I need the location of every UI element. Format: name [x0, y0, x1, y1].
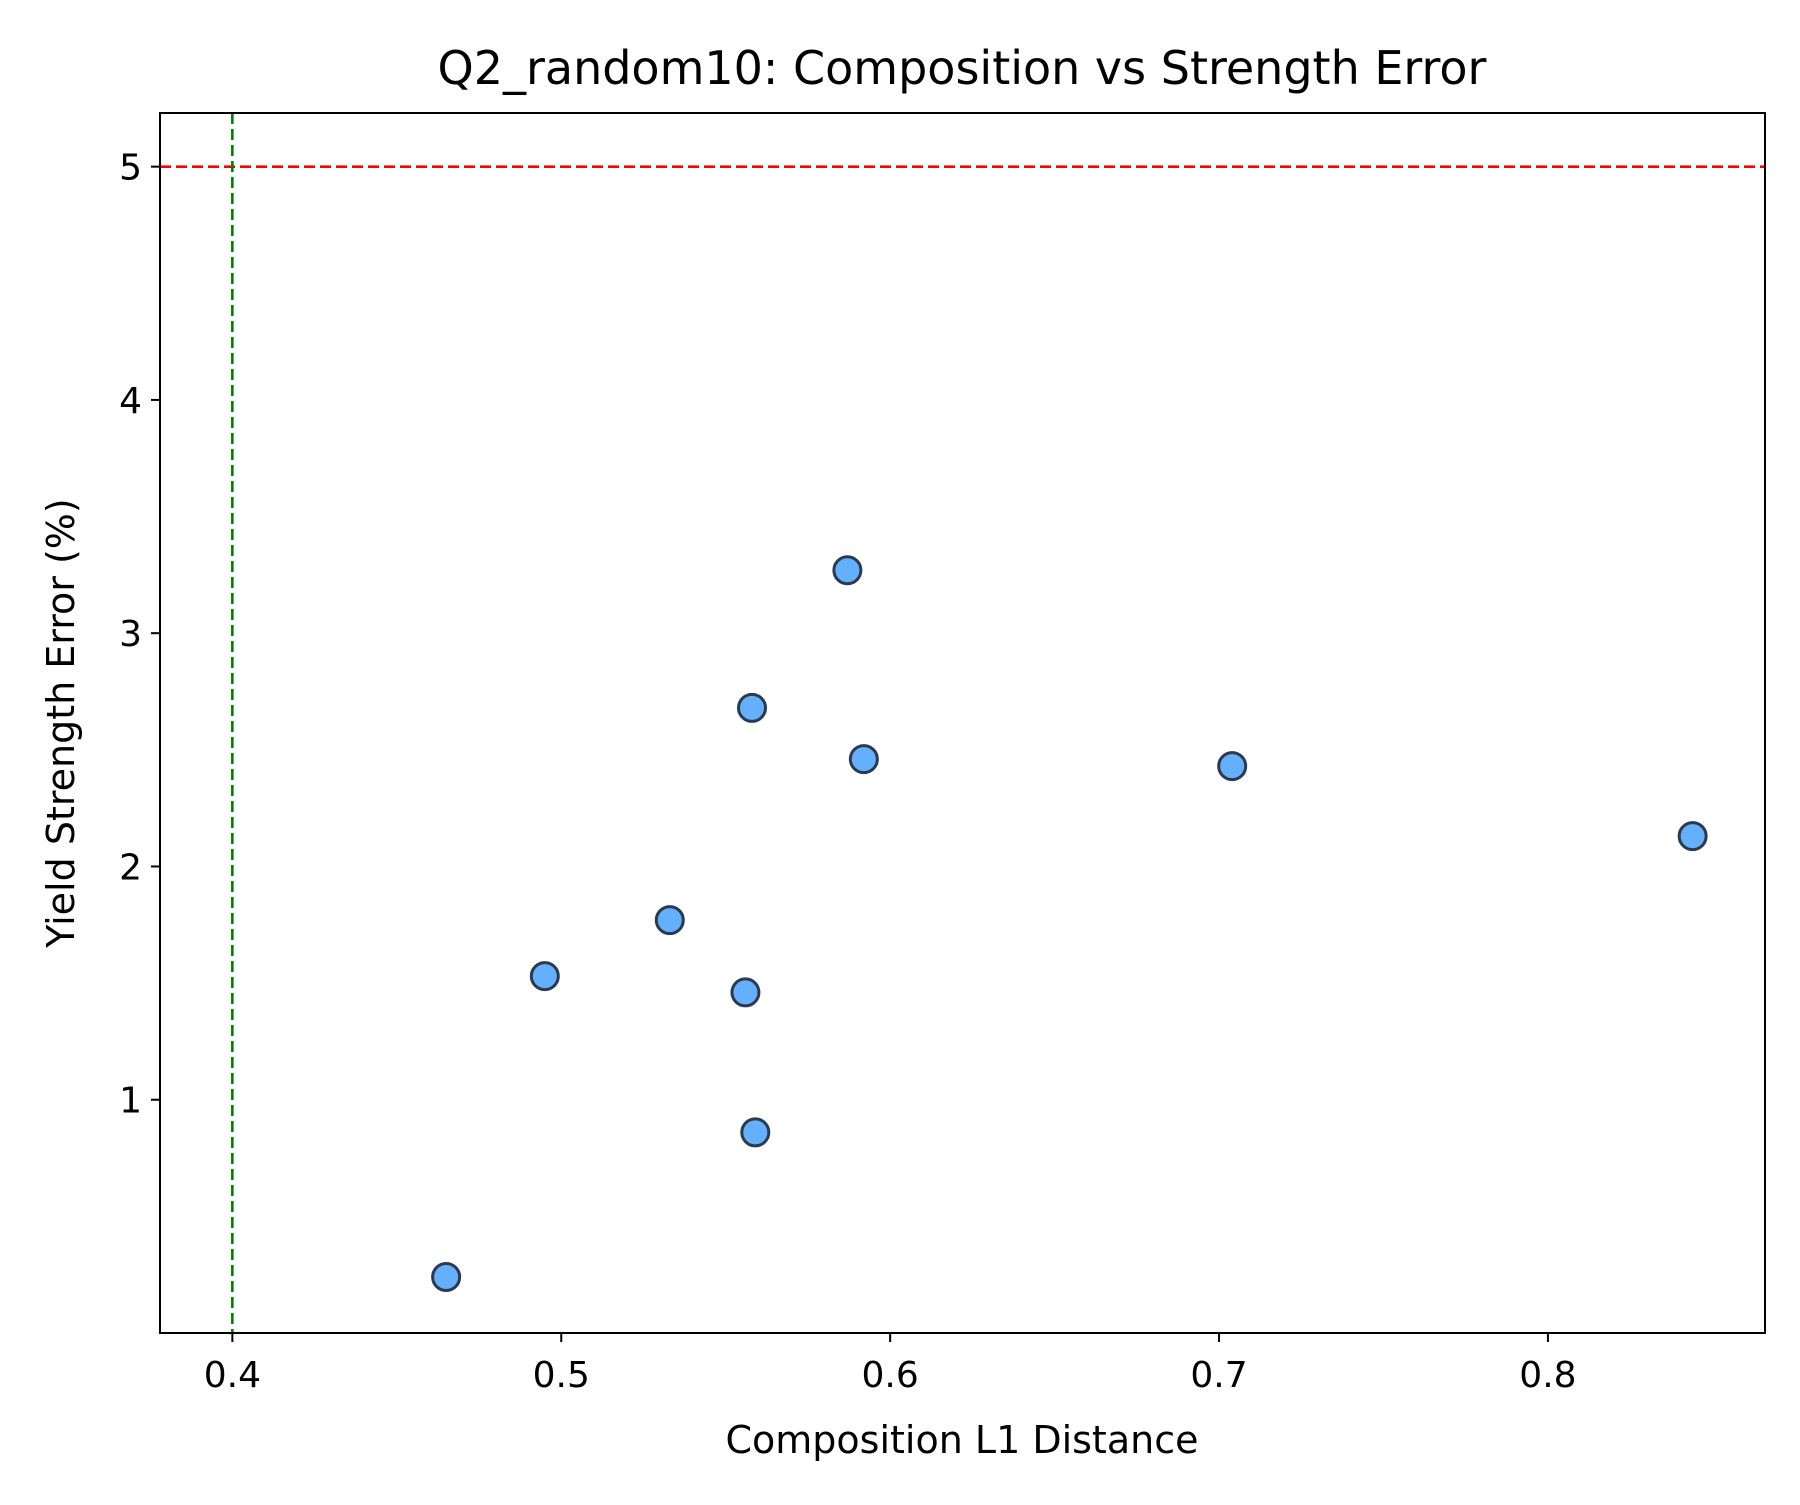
y-tick-label: 1	[119, 1081, 142, 1122]
scatter-point	[1677, 821, 1708, 852]
y-axis-ticks: 1 2 3 4 5	[119, 148, 160, 1122]
plot-area	[160, 113, 1765, 1333]
scatter-point	[832, 555, 863, 586]
y-tick-label: 2	[119, 847, 142, 888]
x-tick-label: 0.6	[862, 1355, 919, 1396]
y-tick-label: 4	[119, 381, 142, 422]
x-tick-label: 0.7	[1190, 1355, 1247, 1396]
x-axis-label: Composition L1 Distance	[726, 1418, 1199, 1462]
x-tick-label: 0.4	[204, 1355, 261, 1396]
scatter-point	[730, 977, 761, 1008]
chart-title: Q2_random10: Composition vs Strength Err…	[438, 41, 1487, 95]
scatter-point	[431, 1262, 462, 1293]
scatter-point	[737, 692, 768, 723]
scatter-point	[740, 1117, 771, 1148]
y-tick-label: 5	[119, 148, 142, 189]
x-axis-ticks: 0.4 0.5 0.6 0.7 0.8	[204, 1333, 1577, 1396]
x-tick-label: 0.8	[1519, 1355, 1576, 1396]
y-tick-label: 3	[119, 614, 142, 655]
scatter-point	[848, 744, 879, 775]
y-axis-label: Yield Strength Error (%)	[39, 498, 83, 948]
scatter-point	[1217, 751, 1248, 782]
plot-frame	[159, 112, 1766, 1334]
x-tick-label: 0.5	[533, 1355, 590, 1396]
scatter-point	[529, 961, 560, 992]
scatter-point	[654, 905, 685, 936]
